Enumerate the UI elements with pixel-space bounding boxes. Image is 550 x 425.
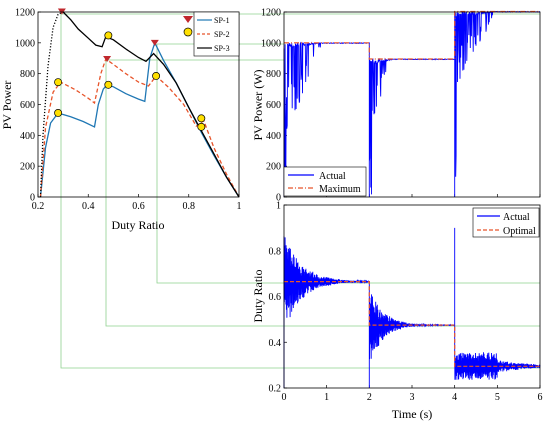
- pv-power-ytick-label: 1000: [261, 38, 281, 49]
- actual-duty-line: [283, 227, 541, 388]
- pv-power-ytick-label: 600: [266, 100, 281, 111]
- sp1-legend-label: SP-1: [214, 16, 230, 25]
- pv-curve-ytick-label: 600: [20, 100, 35, 111]
- maximum-power-legend-label: Maximum: [319, 184, 361, 195]
- duty-ratio-xtick-label: 2: [367, 392, 372, 403]
- gp-point: [57, 8, 66, 15]
- lp-point: [104, 80, 113, 89]
- sp3-legend-label: SP-3: [214, 44, 230, 53]
- pv-curve-ylabel: PV Power: [0, 81, 14, 130]
- pv-curve-axes-box: [37, 11, 240, 198]
- sp-legend-box: [193, 11, 240, 57]
- duty-ratio-ytick-label: 0.6: [269, 292, 282, 303]
- pv-power-series: [283, 10, 541, 197]
- pv-curve-markers: [54, 8, 206, 131]
- pv-curve-panel: 0.2 0.4 0.6 0.8 1 0 200 400 600 800 1000 1200 Duty …: [0, 8, 242, 233]
- duty-ratio-ylabel: Duty Ratio: [251, 270, 265, 323]
- lp-legend-marker: [183, 27, 193, 37]
- sp1-curve: [39, 41, 240, 198]
- sp2-curve: [39, 57, 240, 198]
- pv-curve-ticks: 0.2 0.4 0.6 0.8 1 0 200 400 600 800 1000 1200: [15, 8, 242, 213]
- pv-curve-ytick-label: 1000: [15, 38, 35, 49]
- gp-point: [103, 56, 112, 63]
- lp-point: [197, 114, 206, 123]
- lp-point: [54, 109, 63, 117]
- pv-curve-ytick-label: 0: [30, 193, 35, 204]
- pv-power-axes-box: [283, 11, 541, 198]
- duty-ratio-panel: 0 1 2 3 4 5 6 0.2 0.4 0.6 0.8 1 Time (s) Duty Ratio…: [251, 201, 543, 422]
- pv-power-ytick-label: 200: [266, 162, 281, 173]
- duty-ratio-ytick-label: 0.2: [269, 384, 282, 395]
- duty-ratio-ticks: 0 1 2 3 4 5 6 0.2 0.4 0.6 0.8 1: [269, 201, 543, 404]
- maximum-power-line: [284, 10, 540, 60]
- duty-ratio-axes-box: [283, 204, 541, 389]
- pv-power-legend: Actual Maximum: [283, 166, 367, 197]
- pv-power-ytick-label: 800: [266, 69, 281, 80]
- pv-power-ytick-label: 1200: [261, 8, 281, 19]
- pv-curve-xtick-label: 0.8: [183, 201, 196, 212]
- duty-ratio-xtick-label: 1: [324, 392, 329, 403]
- pv-power-ytick-label: 400: [266, 131, 281, 142]
- actual-power-legend-label: Actual: [319, 171, 346, 182]
- guide-line-gp-3: [60, 14, 540, 369]
- sp2-legend-label: SP-2: [214, 30, 230, 39]
- pv-curve-xtick-label: 0.2: [32, 201, 45, 212]
- lp-point: [104, 31, 113, 40]
- pv-curve-xtick-label: 1: [237, 201, 242, 212]
- pv-power-ytick-label: 0: [276, 193, 281, 204]
- actual-duty-legend-label: Actual: [503, 212, 530, 223]
- duty-ratio-ytick-label: 1: [276, 201, 281, 212]
- gp-point: [150, 39, 159, 46]
- duty-ratio-ytick-label: 0.4: [269, 338, 282, 349]
- sp3-curve-dotted: [39, 11, 64, 198]
- duty-ratio-series: [283, 227, 541, 388]
- optimal-duty-line: [284, 281, 540, 367]
- duty-ratio-xtick-label: 0: [282, 392, 287, 403]
- duty-ratio-xtick-label: 3: [410, 392, 415, 403]
- optimal-duty-legend-label: Optimal: [503, 226, 536, 237]
- guide-line-gp-1: [156, 44, 540, 284]
- lp-point: [152, 72, 161, 80]
- duty-ratio-legend-box: [472, 207, 540, 238]
- duty-ratio-xtick-label: 5: [495, 392, 500, 403]
- pv-power-ylabel: PV Power (W): [251, 69, 265, 140]
- pv-curve-ytick-label: 400: [20, 131, 35, 142]
- pv-curve-xtick-label: 0.6: [132, 201, 145, 212]
- lp-point: [197, 122, 206, 131]
- gp-legend-marker: [183, 16, 193, 23]
- pv-curve-xtick-label: 0.4: [82, 201, 95, 212]
- pv-curve-ytick-label: 1200: [15, 8, 35, 19]
- pv-curve-ytick-label: 800: [20, 69, 35, 80]
- lp-point: [54, 78, 63, 87]
- duty-ratio-xtick-label: 6: [538, 392, 543, 403]
- sp-legend: SP-1 SP-2 SP-3: [193, 11, 240, 57]
- pv-power-legend-box: [283, 166, 367, 197]
- pv-power-panel: 0 200 400 600 800 1000 1200 PV Power (W) Actua…: [251, 8, 541, 204]
- duty-ratio-xlabel: Time (s): [392, 407, 433, 421]
- pv-curve-xlabel: Duty Ratio: [112, 218, 165, 232]
- duty-ratio-ytick-label: 0.8: [269, 246, 282, 257]
- duty-ratio-legend: Actual Optimal: [472, 207, 540, 238]
- pv-curve-ytick-label: 200: [20, 162, 35, 173]
- duty-ratio-xtick-label: 4: [452, 392, 457, 403]
